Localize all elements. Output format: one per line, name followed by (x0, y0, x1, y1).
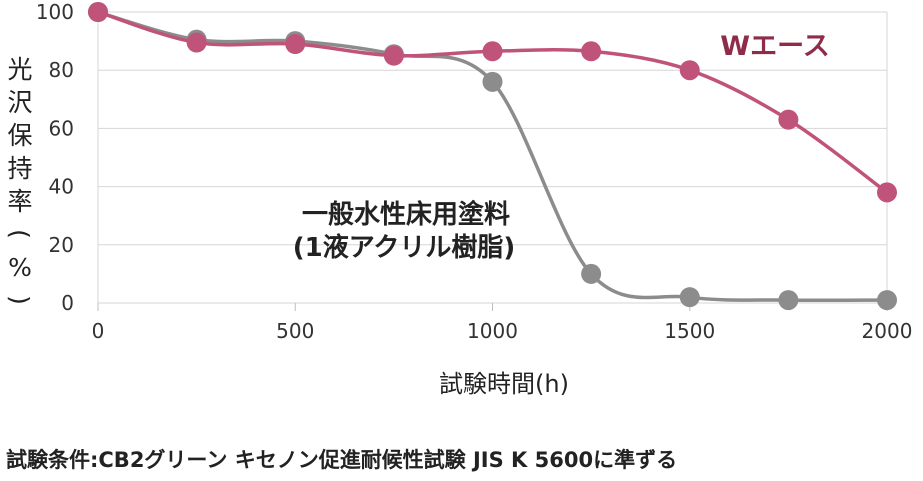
data-point-1-1500 (679, 60, 700, 81)
x-tick-label-2000: 2000 (862, 319, 913, 343)
y-axis-label-char-5: ( (5, 229, 34, 239)
y-axis-label-char-0: 光 (7, 55, 32, 84)
data-point-0-2000 (877, 290, 897, 311)
series-label-1: Wエース (720, 31, 829, 62)
gloss-retention-chart: 0 20 40 60 80 100 0 500 1000 1500 2000 一般水性床用塗料(1… (5, 0, 913, 398)
y-tick-label-0: 0 (61, 291, 74, 315)
data-point-1-0 (88, 2, 108, 22)
y-tick-label-60: 60 (49, 116, 74, 140)
y-axis-label-char-3: 持 (7, 154, 32, 183)
data-point-1-2000 (877, 182, 897, 203)
series-layer (88, 2, 897, 311)
series-1 (88, 2, 897, 203)
test-conditions-footnote: 試験条件:CB2グリーン キセノン促進耐候性試験 JIS K 5600に準ずる (6, 448, 678, 472)
y-axis-label-char-6: % (8, 253, 32, 282)
data-point-1-1750 (778, 109, 799, 130)
x-tick-label-500: 500 (276, 319, 314, 343)
data-point-0-1750 (778, 290, 799, 311)
data-point-0-1250 (581, 263, 602, 284)
gridlines (98, 11, 887, 304)
x-tick-labels: 0 500 1000 1500 2000 (92, 319, 913, 343)
data-point-1-250 (186, 32, 207, 53)
y-axis-label-char-1: 沢 (7, 88, 32, 117)
y-tick-label-80: 80 (49, 58, 74, 82)
y-tick-label-20: 20 (49, 233, 74, 257)
y-tick-label-100: 100 (36, 0, 74, 24)
data-point-1-750 (383, 45, 404, 66)
data-point-1-1250 (581, 41, 602, 62)
y-axis-label-char-2: 保 (7, 121, 32, 150)
data-point-1-1000 (482, 41, 503, 62)
y-axis-label-char-4: 率 (7, 187, 32, 216)
x-axis-label: 試験時間(h) (439, 370, 569, 398)
series-line-0 (97, 10, 888, 303)
x-tick-label-1500: 1500 (664, 319, 715, 343)
x-tick-label-1000: 1000 (467, 319, 518, 343)
series-labels: 一般水性床用塗料(1液アクリル樹脂) Wエース (293, 31, 830, 263)
data-point-0-1500 (679, 287, 700, 308)
y-tick-label-40: 40 (49, 175, 74, 199)
x-tick-label-0: 0 (92, 319, 105, 343)
y-tick-labels: 0 20 40 60 80 100 (36, 0, 74, 315)
data-point-1-500 (285, 34, 306, 55)
series-label-0-line-1: (1液アクリル樹脂) (293, 233, 516, 263)
data-point-0-1000 (482, 71, 503, 92)
series-label-0-line-0: 一般水性床用塗料 (302, 199, 510, 230)
y-axis-label-char-7: ) (5, 295, 34, 305)
